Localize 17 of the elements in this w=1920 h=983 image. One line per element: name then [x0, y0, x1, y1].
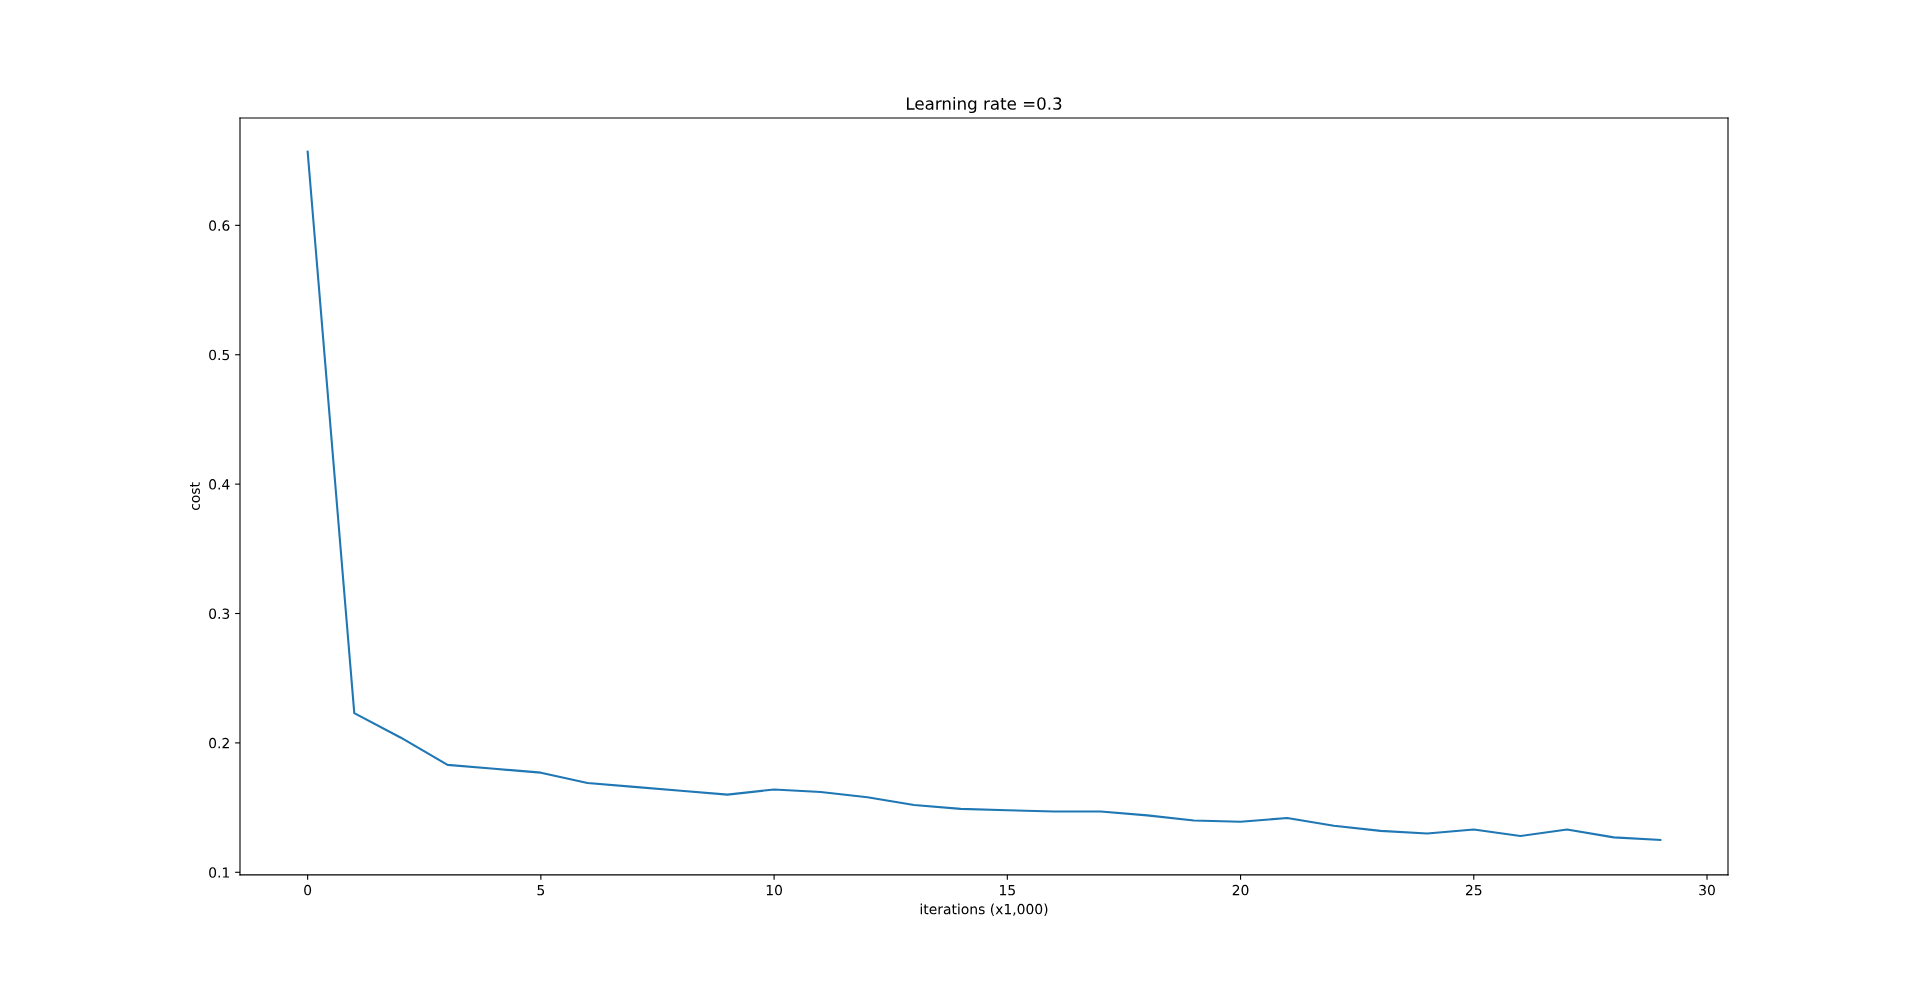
y-tick-label: 0.1 — [209, 867, 229, 878]
x-tick-label: 15 — [1000, 885, 1015, 896]
x-tick-label: 10 — [766, 884, 783, 896]
line-series — [306, 150, 1662, 841]
y-tick-label: 0.2 — [209, 737, 229, 749]
chart-title: Learning rate =0.3 — [907, 96, 1062, 114]
x-tick-label: 5 — [537, 885, 545, 896]
y-tick-label: 0.4 — [209, 479, 230, 490]
x-axis-title: iterations (x1,000) — [920, 903, 1048, 916]
y-tick-label: 0.5 — [209, 349, 230, 361]
x-tick-label: 20 — [1232, 884, 1249, 896]
x-tick-label: 0 — [304, 884, 312, 896]
y-axis-title: cost — [189, 482, 200, 511]
y-tick-label: 0.3 — [209, 608, 230, 619]
y-tick-label: 0.6 — [209, 220, 230, 231]
x-tick-label: 30 — [1699, 884, 1715, 896]
x-tick-label: 25 — [1465, 884, 1482, 896]
